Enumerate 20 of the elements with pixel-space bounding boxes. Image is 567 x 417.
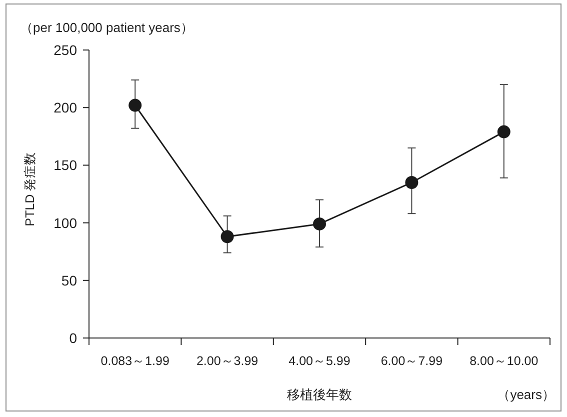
x-tick-label: 8.00～10.00 [470, 354, 538, 368]
y-axis-title: PTLD 発症数 [23, 152, 37, 226]
x-tick-label: 0.083～1.99 [100, 354, 170, 368]
y-tick-label: 50 [61, 272, 78, 288]
text: （years） [497, 387, 555, 402]
y-tick-label: 0 [69, 330, 78, 346]
y-tick-label: 250 [54, 42, 78, 58]
point [497, 125, 510, 138]
x-tick-label: 6.00～7.99 [380, 354, 443, 368]
x-tick-label: 4.00～5.99 [288, 354, 350, 368]
y-tick-label: 100 [54, 214, 78, 231]
point [405, 176, 418, 189]
y-tick-label: 200 [54, 100, 78, 116]
y-tick-label: 150 [54, 157, 78, 174]
point [128, 98, 142, 112]
x-tick-label: 2.00～3.99 [196, 354, 258, 368]
point [220, 230, 234, 244]
text: （per 100,000 patient years） [20, 20, 194, 35]
point [313, 217, 326, 230]
x-axis-title: 移植後年数 [287, 387, 352, 402]
